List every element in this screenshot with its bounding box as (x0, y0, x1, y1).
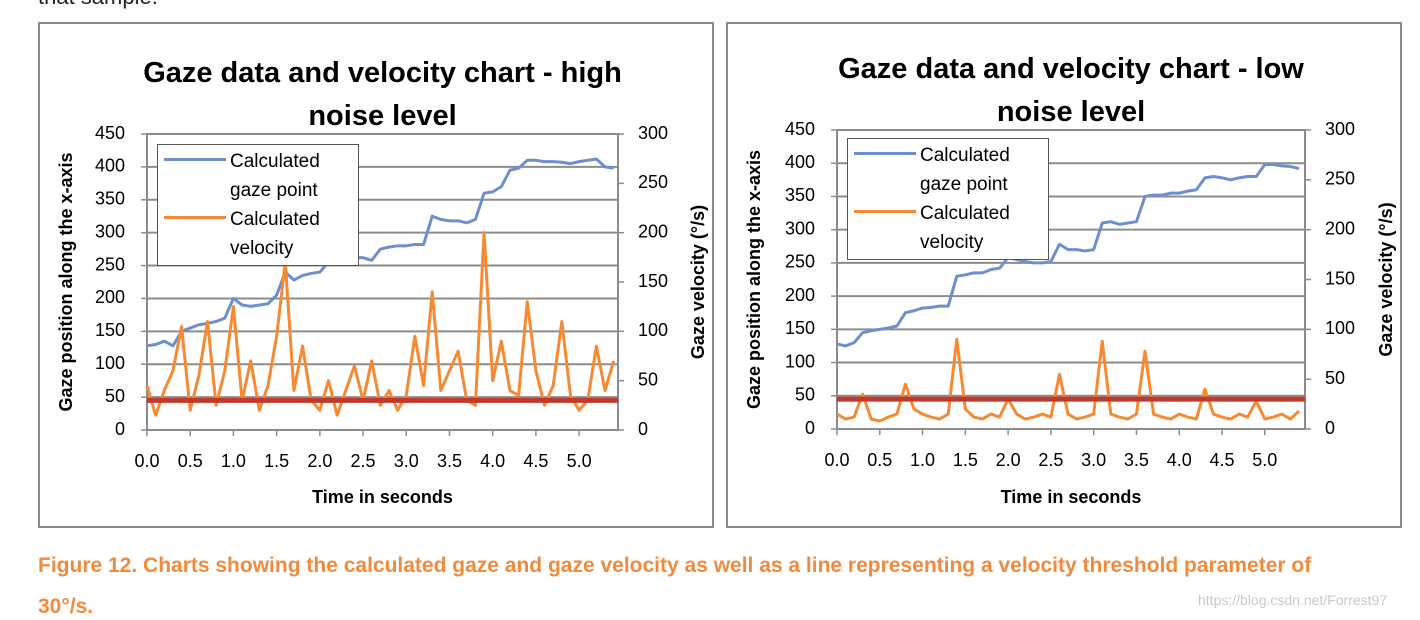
legend-label: Calculated gaze point (920, 145, 1010, 195)
x-tick-label: 3.0 (1081, 450, 1106, 470)
legend: Calculated gaze point Calculated velocity (847, 138, 1049, 260)
series-line (836, 337, 1301, 423)
y2-tick-label: 150 (1325, 268, 1355, 288)
legend-label: Calculated velocity (230, 209, 320, 259)
y-tick-label: 0 (805, 418, 815, 438)
x-tick-label: 4.5 (1209, 450, 1234, 470)
legend: Calculated gaze point Calculated velocity (157, 144, 359, 266)
plot-frame (836, 129, 1306, 430)
y-tick-label: 250 (95, 254, 125, 274)
y-tick-label: 300 (785, 218, 815, 238)
y-tick-label: 350 (95, 189, 125, 209)
x-axis-label: Time in seconds (1001, 487, 1142, 507)
legend-swatch (164, 158, 226, 161)
legend-label: Calculated velocity (920, 203, 1010, 253)
y2-tick-label: 100 (638, 320, 668, 340)
x-tick-label: 2.0 (996, 450, 1021, 470)
chart-panel: 0 50 100 150 200 250 300 350 400 450 0 50 100 150 200 2… (38, 22, 714, 528)
y-tick-label: 250 (785, 252, 815, 272)
x-tick-label: 1.5 (264, 451, 289, 471)
x-tick-label: 1.5 (953, 450, 978, 470)
x-tick-label: 3.5 (437, 451, 462, 471)
y2-tick-label: 0 (1325, 418, 1335, 438)
y2-axis-label: Gaze velocity (°/s) (688, 205, 708, 359)
x-tick-label: 2.5 (1038, 450, 1063, 470)
y-tick-label: 450 (95, 123, 125, 143)
x-tick-label: 5.0 (1252, 450, 1277, 470)
x-tick-label: 0.5 (867, 450, 892, 470)
x-tick-label: 2.5 (351, 451, 376, 471)
legend-item: Calculated velocity (854, 199, 1042, 257)
series-line (146, 157, 614, 348)
y2-tick-label: 250 (1325, 169, 1355, 189)
y-tick-label: 400 (785, 152, 815, 172)
y2-tick-label: 50 (1325, 368, 1345, 388)
y2-tick-label: 300 (638, 123, 668, 143)
y-tick-label: 200 (785, 285, 815, 305)
y2-tick-label: 250 (638, 172, 668, 192)
x-tick-label: 0.0 (824, 450, 849, 470)
y2-tick-label: 50 (638, 369, 658, 389)
chart-panel: 0 50 100 150 200 250 300 350 400 450 0 50 100 150 200 2… (726, 22, 1402, 528)
y-tick-label: 0 (115, 419, 125, 439)
series-line (145, 231, 616, 417)
y-tick-label: 450 (785, 119, 815, 139)
y-tick-label: 150 (95, 320, 125, 340)
y-tick-label: 50 (795, 385, 815, 405)
legend-item: Calculated gaze point (164, 147, 352, 205)
top-text: that sample. (38, 0, 158, 10)
y2-tick-label: 200 (638, 221, 668, 241)
y2-tick-label: 0 (638, 419, 648, 439)
legend-item: Calculated velocity (164, 205, 352, 263)
chart-title: Gaze data and velocity chart - low noise… (838, 53, 1304, 128)
x-tick-label: 4.0 (480, 451, 505, 471)
legend-swatch (164, 216, 226, 219)
x-tick-label: 0.0 (134, 451, 159, 471)
legend-swatch (854, 152, 916, 155)
x-tick-label: 2.0 (307, 451, 332, 471)
y2-tick-label: 100 (1325, 318, 1355, 338)
legend-swatch (854, 210, 916, 213)
chart-title: Gaze data and velocity chart - high nois… (143, 57, 622, 132)
x-tick-label: 4.0 (1167, 450, 1192, 470)
y-axis-label: Gaze position along the x-axis (56, 152, 76, 411)
x-tick-label: 4.5 (523, 451, 548, 471)
y2-tick-label: 300 (1325, 119, 1355, 139)
y-tick-label: 350 (785, 185, 815, 205)
y-tick-label: 50 (105, 386, 125, 406)
x-tick-label: 0.5 (178, 451, 203, 471)
x-tick-label: 1.0 (910, 450, 935, 470)
series-line (836, 163, 1300, 348)
x-tick-label: 3.0 (394, 451, 419, 471)
y-tick-label: 200 (95, 287, 125, 307)
plot-frame (146, 133, 619, 431)
caption: Figure 12. Charts showing the calculated… (38, 554, 1312, 618)
y-axis-label: Gaze position along the x-axis (744, 150, 764, 409)
legend-label: Calculated gaze point (230, 151, 320, 201)
y2-tick-label: 200 (1325, 218, 1355, 238)
x-tick-label: 1.0 (221, 451, 246, 471)
y2-axis-label: Gaze velocity (°/s) (1376, 202, 1396, 356)
y-tick-label: 150 (785, 318, 815, 338)
y-tick-label: 100 (785, 351, 815, 371)
legend-item: Calculated gaze point (854, 141, 1042, 199)
x-tick-label: 5.0 (567, 451, 592, 471)
y-tick-label: 100 (95, 353, 125, 373)
y2-tick-label: 150 (638, 271, 668, 291)
x-axis-label: Time in seconds (312, 487, 453, 507)
y-tick-label: 400 (95, 156, 125, 176)
watermark: https://blog.csdn.net/Forrest97 (1198, 592, 1388, 608)
x-tick-label: 3.5 (1124, 450, 1149, 470)
y-tick-label: 300 (95, 221, 125, 241)
